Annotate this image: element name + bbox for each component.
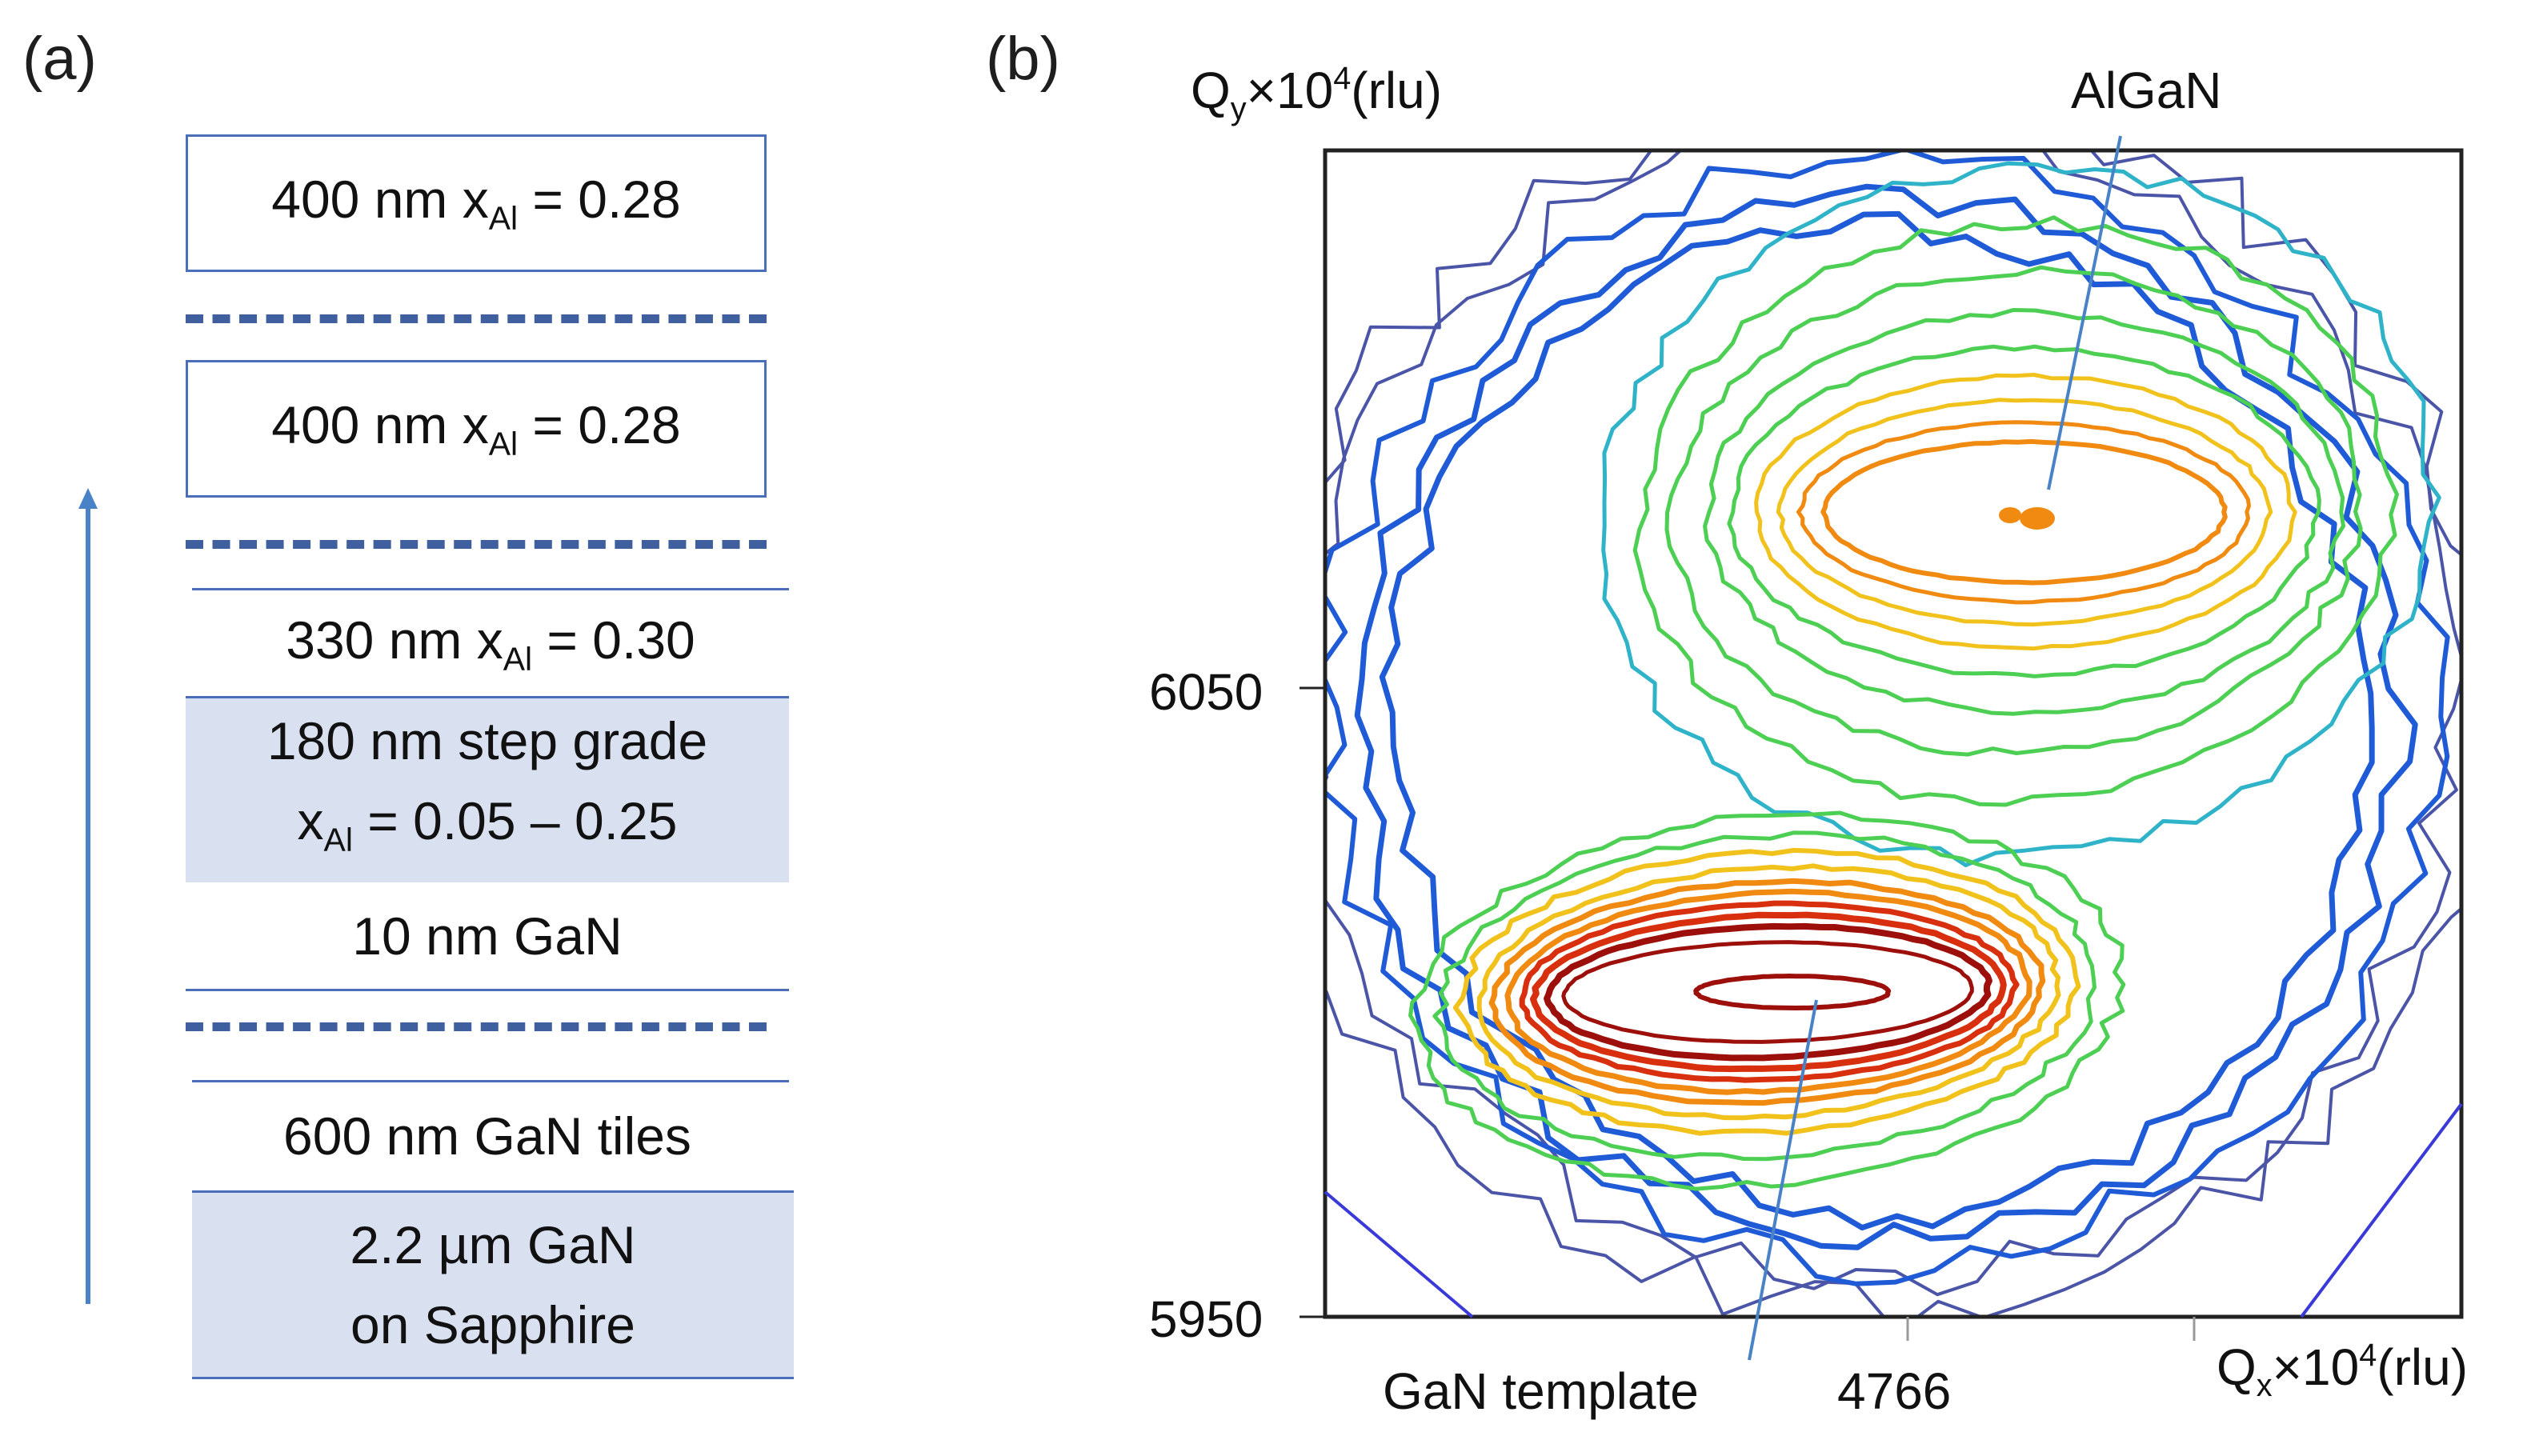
- panel-a-label: (a): [22, 25, 97, 93]
- contour-gan-1: [1432, 830, 2096, 1162]
- x-axis-label: Qx×104(rlu): [2217, 1338, 2469, 1403]
- contour-gan-3: [1476, 863, 2061, 1121]
- contour-envelope-2: [1325, 150, 2450, 1286]
- step-grade-layer: 180 nm step grade xAl = 0.05 – 0.25: [186, 698, 789, 882]
- contour-gan-8: [1544, 922, 1992, 1062]
- layer-boundary-line: [192, 1190, 794, 1193]
- layer-top-label: 400 nm xAl = 0.28: [271, 170, 681, 237]
- growth-direction-arrow: [78, 488, 98, 1304]
- contour-algan-0: [1601, 161, 2441, 867]
- contour-gan-10: [1693, 974, 1892, 1010]
- layer-boundary-line: [186, 989, 789, 991]
- layer-boundary-line: [192, 588, 789, 590]
- y-tick-label-5950: 5950: [1149, 1290, 1263, 1348]
- layer-second-algan-box: 400 nm xAl = 0.28: [186, 360, 767, 498]
- contour-algan-1: [1632, 215, 2399, 807]
- streak-line-left: [1324, 1190, 1474, 1318]
- contour-layer: [1325, 150, 2461, 1317]
- layer-boundary-line: [192, 1080, 789, 1082]
- gan-template-leader-line: [1748, 999, 1818, 1361]
- contour-gan-6: [1519, 900, 2020, 1083]
- contour-gan-2: [1452, 847, 2081, 1136]
- contour-gan-5: [1504, 888, 2032, 1095]
- algan-annotation: AlGaN: [2071, 62, 2222, 119]
- layer-third-label: 330 nm xAl = 0.30: [286, 610, 695, 678]
- step-grade-line2: xAl = 0.05 – 0.25: [297, 791, 678, 858]
- contour-algan-5: [1754, 373, 2297, 651]
- contour-envelope-0: [1325, 150, 2461, 1317]
- contour-algan-6: [1776, 398, 2273, 627]
- streak-line-right: [2300, 1102, 2463, 1318]
- step-grade-line1: 180 nm step grade: [266, 711, 708, 771]
- contour-envelope-3: [1354, 183, 2418, 1250]
- layer-boundary-line: [192, 1377, 794, 1379]
- substrate-line2: on Sapphire: [350, 1295, 635, 1354]
- contour-gan-4: [1488, 878, 2046, 1106]
- contour-gan-0: [1408, 810, 2126, 1191]
- contour-algan-2: [1664, 265, 2363, 757]
- algan-peak-center-0: [1999, 507, 2021, 523]
- x-tick-label-4766: 4766: [1837, 1362, 1952, 1420]
- algan-leader-line: [2047, 135, 2122, 490]
- repeat-dashed-divider: [186, 540, 767, 549]
- contour-algan-7: [1796, 420, 2251, 605]
- contour-algan-3: [1703, 308, 2345, 716]
- repeat-dashed-divider: [186, 314, 767, 323]
- algan-peak-center-1: [2020, 507, 2055, 530]
- panel-b-label: (b): [986, 25, 1060, 93]
- contour-gan-7: [1530, 911, 2007, 1073]
- contour-gan-9: [1561, 940, 1974, 1044]
- substrate-layer: 2.2 µm GaN on Sapphire: [192, 1193, 794, 1377]
- repeat-dashed-divider: [186, 1022, 767, 1031]
- plot-frame: [1323, 148, 2464, 1319]
- contour-algan-8: [1820, 438, 2228, 586]
- layer-top-algan-box: 400 nm xAl = 0.28: [186, 134, 767, 272]
- contour-envelope-1: [1325, 150, 2461, 1297]
- contour-envelope-4: [1379, 210, 2375, 1231]
- gan-thin-label: 10 nm GaN: [352, 906, 623, 966]
- layer-boundary-line: [186, 696, 789, 698]
- y-tick-label-6050: 6050: [1149, 663, 1263, 721]
- layer-second-label: 400 nm xAl = 0.28: [271, 395, 681, 462]
- gan-template-annotation: GaN template: [1383, 1362, 1699, 1420]
- y-axis-label: Qy×104(rlu): [1191, 61, 1443, 126]
- contour-algan-4: [1727, 344, 2321, 678]
- substrate-line1: 2.2 µm GaN: [350, 1215, 636, 1274]
- gan-tiles-label: 600 nm GaN tiles: [283, 1106, 691, 1166]
